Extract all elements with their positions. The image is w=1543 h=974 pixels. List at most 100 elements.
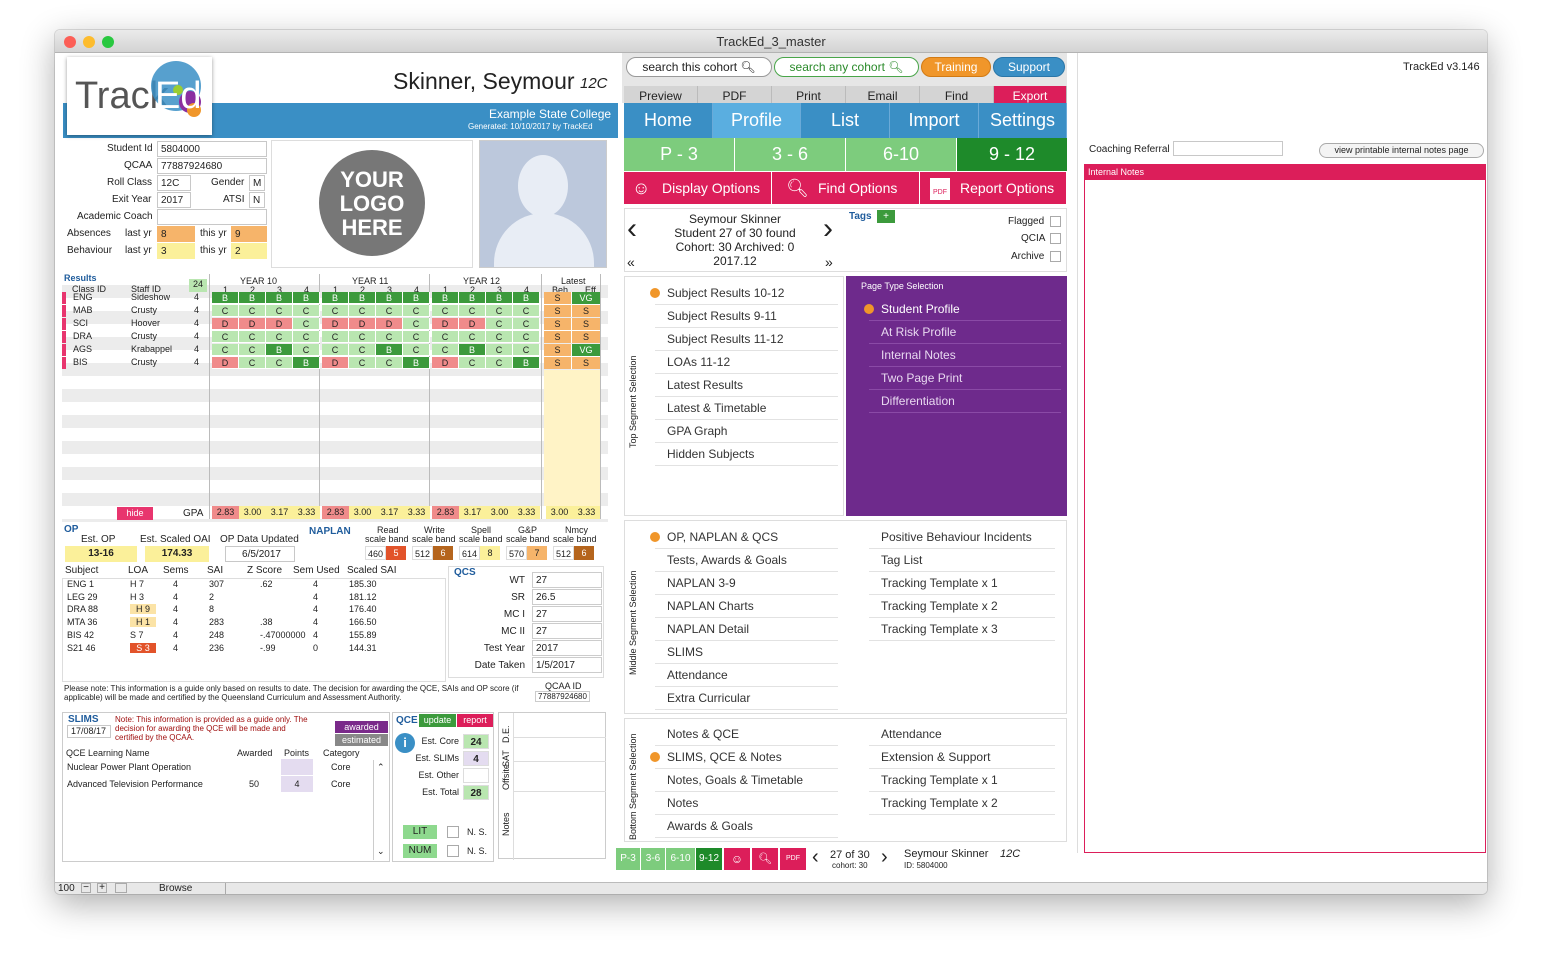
view-printable-notes-button[interactable]: view printable internal notes page [1319,143,1484,158]
grade-cell[interactable]: B [486,292,513,304]
menu-item[interactable]: LOAs 11-12 [655,351,838,374]
qcaa-field[interactable]: 77887924680 [157,158,267,174]
grade-cell[interactable]: B [293,357,320,369]
layout-toggle-icon[interactable] [115,883,127,893]
footer-segment-9-12[interactable]: 9-12 [696,848,722,870]
grade-cell[interactable]: C [239,305,266,317]
nav-profile[interactable]: Profile [713,103,801,138]
footer-pdf-icon[interactable]: PDF [780,848,806,870]
grade-cell[interactable]: B [293,292,320,304]
grade-cell[interactable]: C [349,357,376,369]
menu-item[interactable]: Awards & Goals [655,815,838,838]
grade-cell[interactable]: B [376,344,403,356]
menu-item[interactable]: Subject Results 11-12 [655,328,838,351]
grade-cell[interactable]: C [486,305,513,317]
op-updated-field[interactable]: 6/5/2017 [225,546,295,562]
find-options-button[interactable]: 🔍︎ Find Options [772,172,920,204]
menu-item[interactable]: At Risk Profile [869,321,1061,344]
grade-cell[interactable]: B [513,292,540,304]
estimated-badge[interactable]: estimated [335,734,388,746]
training-button[interactable]: Training [921,57,991,77]
grade-cell[interactable]: C [459,305,486,317]
preview-button[interactable]: Preview [624,86,698,106]
grade-cell[interactable]: C [376,331,403,343]
grade-cell[interactable]: C [212,331,239,343]
qcs-value[interactable]: 26.5 [532,589,602,605]
num-ns-checkbox[interactable] [447,845,459,857]
grade-cell[interactable]: C [513,344,540,356]
grade-cell[interactable]: C [293,305,320,317]
menu-item[interactable]: Latest Results [655,374,838,397]
footer-segment-3-6[interactable]: 3-6 [641,848,665,870]
awarded-badge[interactable]: awarded [335,721,388,733]
print-button[interactable]: Print [772,86,846,106]
nav-import[interactable]: Import [890,103,979,138]
atsi-field[interactable]: N [249,192,265,208]
menu-item[interactable]: Internal Notes [869,344,1061,367]
grade-cell[interactable]: B [212,292,239,304]
grade-cell[interactable]: C [513,331,540,343]
menu-item[interactable]: Two Page Print [869,367,1061,390]
grade-cell[interactable]: D [266,318,293,330]
menu-item[interactable]: Notes [655,792,838,815]
menu-item[interactable]: OP, NAPLAN & QCS [650,526,838,549]
menu-item[interactable]: Subject Results 10-12 [650,282,838,305]
flagged-checkbox[interactable] [1050,216,1061,227]
grade-cell[interactable]: C [376,357,403,369]
grade-cell[interactable]: D [459,318,486,330]
grade-cell[interactable]: C [459,357,486,369]
display-options-button[interactable]: ☺︎ Display Options [624,172,772,204]
grade-cell[interactable]: D [322,357,349,369]
nav-list[interactable]: List [801,103,890,138]
qcs-value[interactable]: 27 [532,623,602,639]
menu-item[interactable]: Subject Results 9-11 [655,305,838,328]
grade-cell[interactable]: B [513,357,540,369]
grade-cell[interactable]: C [349,331,376,343]
export-button[interactable]: Export [994,86,1067,106]
lit-ns-checkbox[interactable] [447,826,459,838]
hide-button[interactable]: hide [117,507,153,520]
info-icon[interactable]: i [395,733,415,753]
menu-item[interactable]: Latest & Timetable [655,397,838,420]
support-button[interactable]: Support [993,57,1065,77]
qcs-value[interactable]: 2017 [532,640,602,656]
student-photo[interactable] [479,140,607,268]
grade-cell[interactable]: D [432,357,459,369]
report-options-button[interactable]: PDF Report Options [920,172,1067,204]
grade-cell[interactable]: C [293,318,320,330]
grade-cell[interactable]: C [513,318,540,330]
menu-item[interactable]: Tracking Template x 1 [869,769,1055,792]
grade-cell[interactable]: C [486,331,513,343]
menu-item[interactable]: Attendance [655,664,838,687]
segment-3-6[interactable]: 3 - 6 [735,138,845,171]
grade-cell[interactable]: C [486,357,513,369]
grade-cell[interactable]: C [322,344,349,356]
grade-cell[interactable]: C [293,331,320,343]
grade-cell[interactable]: D [322,318,349,330]
grade-cell[interactable]: B [349,292,376,304]
menu-item[interactable]: GPA Graph [655,420,838,443]
footer-segment-p-3[interactable]: P-3 [616,848,640,870]
slims-date[interactable]: 17/08/17 [67,725,111,738]
student-id-field[interactable]: 5804000 [157,141,267,157]
prev-student-icon[interactable]: ‹ [627,212,637,245]
next-student-icon[interactable]: › [823,212,833,245]
menu-item[interactable]: Tag List [869,549,1055,572]
footer-search-icon[interactable]: 🔍︎ [752,848,778,870]
qcs-value[interactable]: 1/5/2017 [532,657,602,673]
grade-cell[interactable]: C [403,318,430,330]
search-cohort-input[interactable]: search this cohort 🔍︎ [626,57,772,77]
menu-item[interactable]: Tracking Template x 1 [869,572,1055,595]
menu-item[interactable]: Tests, Awards & Goals [655,549,838,572]
roll-class-field[interactable]: 12C [157,175,191,191]
grade-cell[interactable]: C [349,305,376,317]
menu-item[interactable]: Hidden Subjects [655,443,838,466]
grade-cell[interactable]: C [459,331,486,343]
zoom-in-icon[interactable]: + [97,883,107,893]
grade-cell[interactable]: C [266,357,293,369]
menu-item[interactable]: Tracking Template x 2 [869,792,1055,815]
grade-cell[interactable]: C [486,344,513,356]
grade-cell[interactable]: C [239,357,266,369]
close-window-button[interactable] [64,36,76,48]
segment-9-12[interactable]: 9 - 12 [957,138,1067,171]
